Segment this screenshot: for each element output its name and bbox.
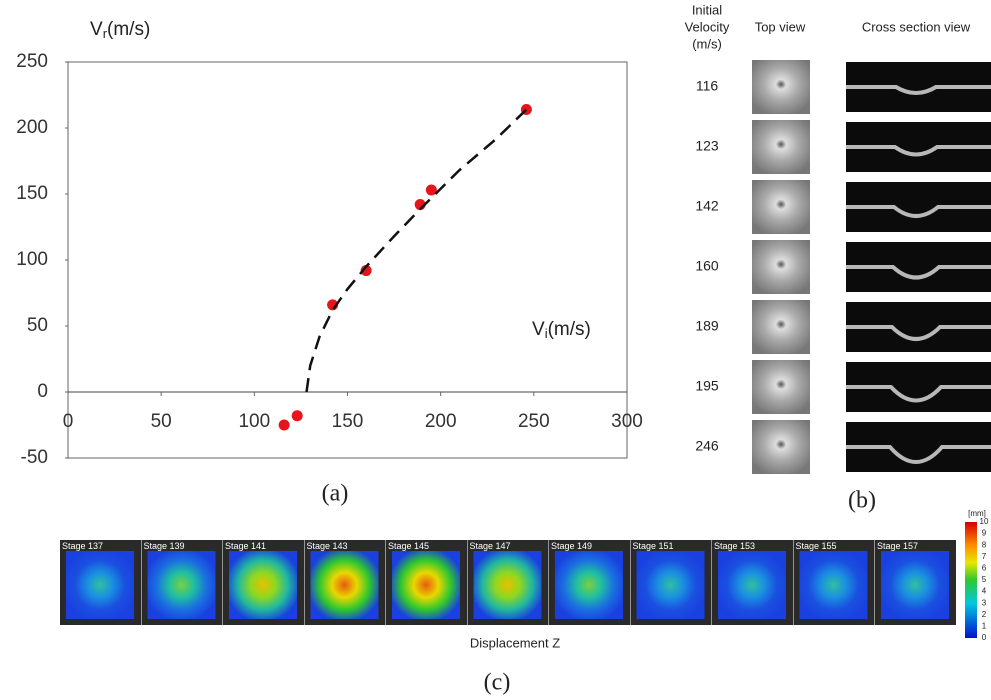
stage-label: Stage 141: [225, 541, 266, 551]
colorbar-label: 7: [982, 552, 987, 561]
axis-label: Vi(m/s): [532, 319, 591, 341]
panel-label: (c): [484, 670, 511, 696]
stage-field: [881, 551, 949, 619]
panel-label: (b): [848, 488, 876, 514]
colorbar-label: 9: [982, 529, 987, 538]
cross-section-profile: [846, 265, 991, 280]
stage-label: Stage 153: [714, 541, 755, 551]
panel-label: (a): [322, 481, 349, 507]
colorbar-label: 6: [982, 564, 987, 573]
colorbar: [965, 522, 977, 638]
point: [291, 410, 303, 422]
stage-label: Stage 143: [307, 541, 348, 551]
velocity: 195: [695, 378, 719, 394]
axis-label: Vr(m/s): [90, 19, 150, 41]
caption: Displacement Z: [470, 635, 560, 650]
colorbar-label: 1: [982, 622, 987, 631]
colorbar-label: 8: [982, 540, 987, 549]
y-tick-label: 100: [16, 249, 48, 270]
y-tick-label: -50: [21, 447, 48, 468]
stage-field: [555, 551, 623, 619]
y-tick-label: 250: [16, 51, 48, 72]
image-strip: Stage 137 Stage 139 Stage 141 Stage 143 Stag…: [60, 509, 989, 642]
cross-section-profile: [846, 85, 991, 95]
fit-curve: [305, 108, 528, 393]
stage-label: Stage 145: [388, 541, 429, 551]
y-tick-label: 200: [16, 117, 48, 138]
stage-field: [473, 551, 542, 619]
stage-field: [392, 551, 460, 619]
header: Initial: [692, 2, 722, 17]
colorbar-label: 2: [982, 610, 987, 619]
top-view-image: [752, 300, 810, 354]
top-view-image: [752, 420, 810, 474]
cross-section-profile: [846, 445, 991, 464]
x-tick-label: 100: [238, 411, 270, 432]
x-tick-label: 250: [518, 411, 550, 432]
y-tick-label: 50: [27, 315, 48, 336]
stage-label: Stage 139: [144, 541, 185, 551]
velocity: 160: [695, 258, 719, 274]
colorbar-unit: [mm]: [968, 509, 986, 518]
stage-field: [718, 551, 786, 619]
header: (m/s): [692, 36, 722, 51]
x-tick-label: 200: [425, 411, 457, 432]
colorbar-label: 0: [982, 633, 987, 642]
velocity: 246: [695, 438, 719, 454]
top-view-image: [752, 180, 810, 234]
header: Cross section view: [862, 19, 971, 34]
point: [360, 265, 372, 277]
x-tick-label: 0: [63, 411, 74, 432]
header: Velocity: [685, 19, 730, 34]
velocity: 123: [695, 138, 719, 154]
x-tick-label: 50: [151, 411, 172, 432]
cross-section-profile: [846, 325, 991, 341]
table: Initial Velocity (m/s) Top view Cross sectio…: [685, 2, 991, 474]
stage-field: [147, 551, 216, 619]
colorbar-label: 5: [982, 575, 987, 584]
colorbar-label: 3: [982, 598, 987, 607]
stage-label: Stage 157: [877, 541, 918, 551]
axis-label-part: (m/s): [107, 19, 150, 40]
axis-label-part: r: [103, 26, 108, 41]
point: [425, 184, 437, 196]
top-view-image: [752, 360, 810, 414]
top-view-image: [752, 240, 810, 294]
cross-section-profile: [846, 205, 991, 218]
axis-label-part: i: [545, 326, 548, 341]
top-view-image: [752, 120, 810, 174]
stage-label: Stage 151: [633, 541, 674, 551]
colorbar-label: 4: [982, 587, 987, 596]
stage-field: [66, 551, 134, 619]
y-tick-label: 0: [37, 381, 48, 402]
axis-label-part: V: [90, 19, 103, 40]
stage-field: [799, 551, 868, 619]
stage-label: Stage 137: [62, 541, 103, 551]
stage-label: Stage 147: [470, 541, 511, 551]
header: Top view: [755, 19, 806, 34]
plot-frame: [67, 61, 628, 459]
point: [278, 419, 290, 431]
velocity: 189: [695, 318, 719, 334]
velocity: 142: [695, 198, 719, 214]
stage-field: [636, 551, 705, 619]
x-tick-label: 150: [332, 411, 364, 432]
stage-field: [310, 551, 379, 619]
stage-field: [229, 551, 297, 619]
colorbar-label: 10: [980, 517, 989, 526]
cross-section-profile: [846, 385, 991, 403]
y-tick-label: 150: [16, 183, 48, 204]
axis-label-part: (m/s): [548, 319, 591, 340]
velocity: 116: [696, 78, 719, 94]
x-tick-label: 300: [611, 411, 643, 432]
stage-label: Stage 155: [796, 541, 837, 551]
stage-label: Stage 149: [551, 541, 592, 551]
axis-label-part: V: [532, 319, 545, 340]
cross-section-profile: [846, 145, 991, 157]
top-view-image: [752, 60, 810, 114]
